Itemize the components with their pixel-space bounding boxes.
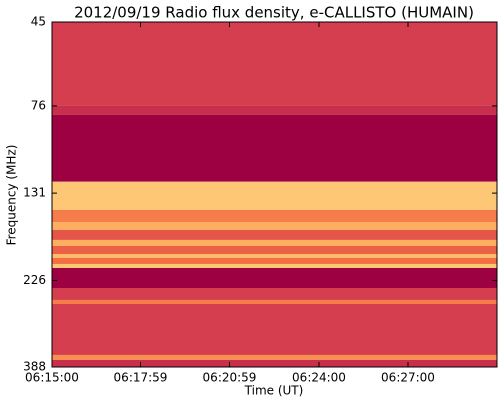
spectrum-band <box>52 257 497 264</box>
y-axis-label: Frequency (MHz) <box>5 145 19 246</box>
spectrum-band <box>52 114 497 182</box>
x-tick-label: 06:20:59 <box>203 371 257 385</box>
x-tick-label: 06:17:59 <box>114 371 168 385</box>
x-tick-label: 06:15:00 <box>25 371 79 385</box>
x-axis-label: Time (UT) <box>244 384 304 398</box>
y-tick-label: 76 <box>31 98 46 112</box>
spectrum-band <box>52 268 497 288</box>
spectrum-band <box>52 287 497 300</box>
chart-title: 2012/09/19 Radio flux density, e-CALLIST… <box>74 4 474 22</box>
y-tick-label: 226 <box>23 273 46 287</box>
y-tick-label: 131 <box>23 186 46 200</box>
y-tick-label: 45 <box>31 15 46 29</box>
spectrum-band <box>52 222 497 230</box>
spectrum-band <box>52 229 497 240</box>
x-tick-label: 06:24:00 <box>292 371 346 385</box>
plot-frame <box>51 21 498 368</box>
spectrum-band <box>52 359 497 367</box>
spectrum-band <box>52 105 497 115</box>
spectrum-band <box>52 299 497 304</box>
spectrum-band <box>52 254 497 258</box>
x-tick-label: 06:27:00 <box>381 371 435 385</box>
spectrum-band <box>52 354 497 360</box>
spectrum-band <box>52 263 497 269</box>
spectrum-band <box>52 22 497 106</box>
spectrum-band <box>52 181 497 210</box>
spectrum-band <box>52 303 497 355</box>
spectrum-band <box>52 239 497 246</box>
spectrum-band <box>52 209 497 223</box>
y-tick-label: 388 <box>23 360 46 374</box>
spectrum-band <box>52 245 497 255</box>
